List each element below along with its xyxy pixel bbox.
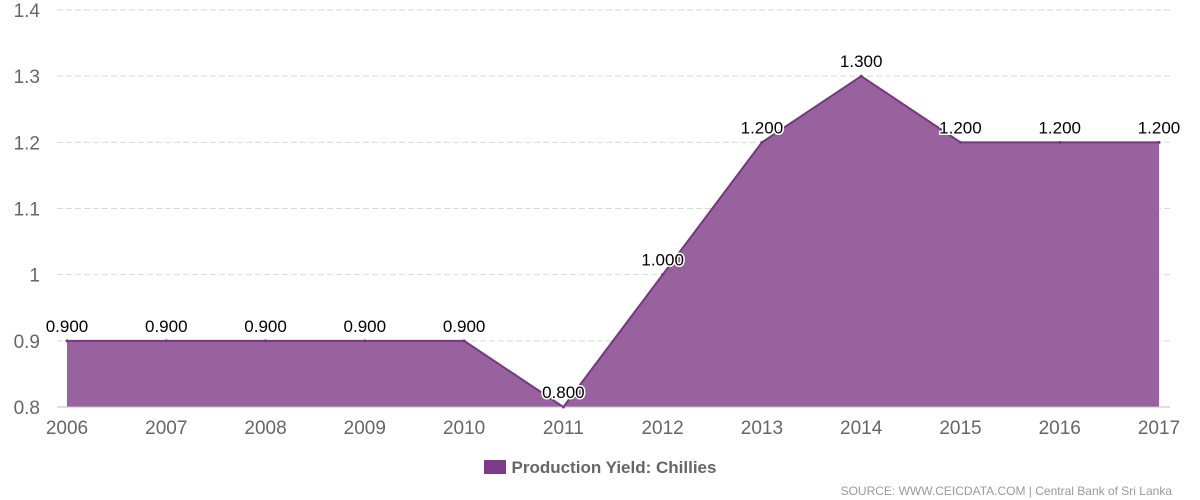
data-label: 1.200 xyxy=(939,118,982,137)
data-label: 1.200 xyxy=(741,118,784,137)
data-point xyxy=(1058,140,1062,144)
x-tick-label: 2011 xyxy=(543,418,584,439)
data-label: 0.900 xyxy=(344,317,387,336)
data-point xyxy=(859,74,863,78)
x-tick-label: 2009 xyxy=(344,418,386,439)
x-tick-label: 2016 xyxy=(1039,418,1081,439)
data-label: 1.200 xyxy=(1138,118,1181,137)
area-fill xyxy=(67,76,1159,408)
data-label: 0.800 xyxy=(542,383,585,402)
data-label: 1.300 xyxy=(840,52,883,71)
data-point xyxy=(264,339,268,343)
x-tick-label: 2007 xyxy=(145,418,187,439)
data-point xyxy=(958,140,962,144)
legend: Production Yield: Chillies xyxy=(0,458,1200,478)
data-point xyxy=(164,339,168,343)
y-tick-label: 1.2 xyxy=(14,133,40,154)
x-tick-label: 2013 xyxy=(741,418,783,439)
data-label: 0.900 xyxy=(244,317,287,336)
legend-label: Production Yield: Chillies xyxy=(511,458,717,477)
data-label: 1.200 xyxy=(1038,118,1081,137)
data-label: 0.900 xyxy=(46,317,89,336)
x-tick-label: 2012 xyxy=(641,418,683,439)
y-tick-label: 1.4 xyxy=(14,1,41,22)
data-point xyxy=(363,339,367,343)
data-point xyxy=(1157,140,1161,144)
data-point xyxy=(661,273,665,277)
x-tick-label: 2017 xyxy=(1138,418,1180,439)
y-tick-label: 0.9 xyxy=(14,332,40,353)
x-tick-label: 2010 xyxy=(443,418,485,439)
x-tick-label: 2008 xyxy=(244,418,286,439)
area-line xyxy=(67,75,1159,408)
data-label: 1.000 xyxy=(641,251,684,270)
x-tick-label: 2015 xyxy=(939,418,981,439)
legend-swatch xyxy=(483,460,506,474)
area-layer xyxy=(67,75,1159,408)
y-tick-label: 1.3 xyxy=(14,67,40,88)
data-label: 0.900 xyxy=(443,317,486,336)
data-points xyxy=(65,74,1161,409)
x-axis: 2006 2007 2008 2009 2010 2011 2012 2013 2014 2015… xyxy=(46,418,1180,439)
data-labels: 0.900 0.900 0.900 0.900 0.900 0.800 1.000 1.200… xyxy=(44,51,1182,404)
data-label: 0.900 xyxy=(145,317,188,336)
x-tick-label: 2006 xyxy=(46,418,88,439)
data-point xyxy=(561,405,565,409)
x-tick-label: 2014 xyxy=(840,418,883,439)
y-axis: 0.8 0.9 1 1.1 1.2 1.3 1.4 xyxy=(14,1,1170,419)
source-note: SOURCE: WWW.CEICDATA.COM | Central Bank … xyxy=(840,484,1172,498)
data-point xyxy=(462,339,466,343)
data-point xyxy=(760,140,764,144)
y-tick-label: 0.8 xyxy=(14,398,40,419)
y-tick-label: 1 xyxy=(29,266,40,287)
data-point xyxy=(65,339,69,343)
y-tick-label: 1.1 xyxy=(14,200,40,221)
